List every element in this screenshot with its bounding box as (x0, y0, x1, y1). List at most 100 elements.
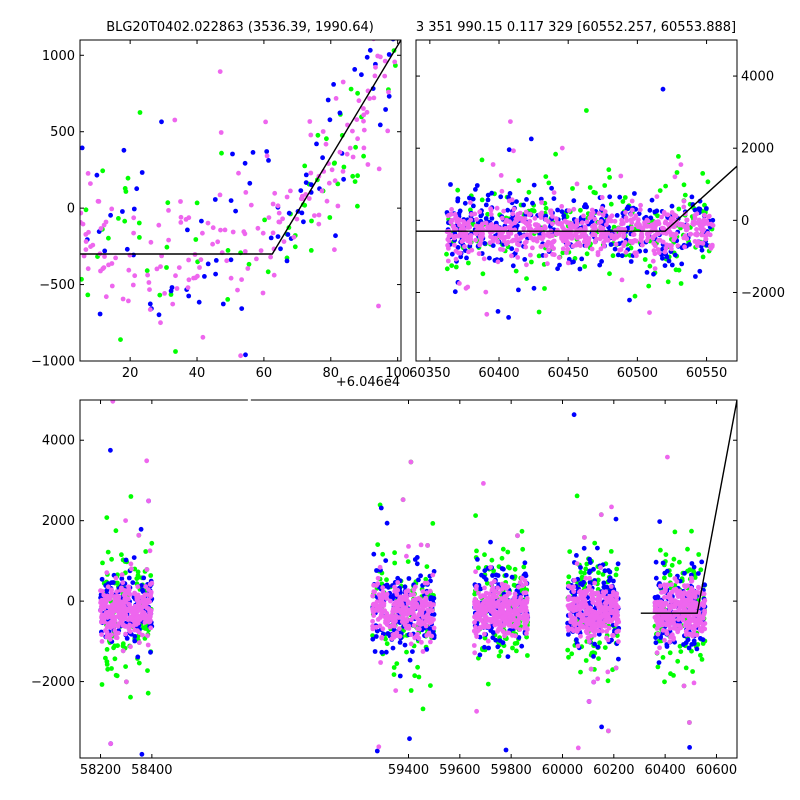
data-point-pink (517, 210, 523, 216)
data-point-blue (414, 561, 420, 567)
data-point-pink (657, 645, 662, 651)
data-point-pink (291, 234, 297, 240)
data-point-pink (477, 625, 483, 630)
data-point-pink (577, 589, 582, 595)
data-point-green (415, 664, 420, 670)
data-point-pink (136, 606, 142, 612)
data-point-pink (364, 109, 370, 115)
data-point-pink (616, 619, 622, 625)
data-point-green (391, 665, 397, 670)
data-point-pink (178, 214, 184, 220)
data-point-green (424, 564, 430, 569)
data-point-pink (528, 252, 533, 258)
data-point-blue (614, 213, 620, 218)
data-point-pink (610, 597, 615, 603)
data-point-green (392, 560, 398, 566)
data-point-pink (543, 217, 549, 222)
data-point-pink (539, 210, 545, 216)
data-point-pink (481, 610, 487, 616)
data-point-pink (682, 244, 687, 250)
data-point-green (526, 189, 532, 195)
data-point-pink (117, 608, 123, 613)
data-point-green (428, 683, 433, 688)
data-point-green (341, 164, 347, 170)
data-point-pink (370, 593, 376, 599)
data-point-pink (125, 298, 131, 304)
data-point-pink (621, 232, 627, 238)
data-point-green (655, 664, 661, 670)
data-point-green (262, 217, 267, 223)
data-point-green (112, 656, 118, 662)
y-tick-label: 2000 (42, 514, 75, 529)
data-point-pink (623, 210, 628, 215)
data-point-green (569, 651, 575, 657)
data-point-pink (678, 162, 684, 168)
data-point-pink (372, 589, 377, 595)
data-point-blue (462, 200, 468, 206)
data-point-blue (615, 561, 621, 567)
data-point-pink (490, 162, 496, 167)
data-point-blue (617, 194, 623, 200)
data-point-pink (319, 188, 325, 194)
data-point-blue (489, 216, 495, 221)
data-point-pink (392, 59, 398, 65)
data-point-green (480, 271, 486, 277)
data-point-pink (80, 221, 86, 227)
data-point-blue (672, 252, 678, 258)
data-point-blue (242, 160, 248, 166)
fit-line-season (416, 165, 737, 232)
data-point-pink (361, 112, 367, 118)
data-point-pink (483, 220, 489, 226)
data-point-pink (144, 567, 150, 572)
data-point-blue (687, 242, 692, 247)
data-point-pink (683, 227, 689, 233)
data-point-pink (602, 605, 608, 610)
data-point-green (123, 664, 128, 669)
data-point-blue (681, 642, 686, 647)
data-point-pink (241, 229, 247, 235)
data-point-pink (490, 238, 496, 244)
data-point-pink (98, 600, 103, 606)
data-point-pink (587, 584, 592, 590)
data-point-pink (514, 247, 520, 253)
data-point-pink (515, 255, 521, 260)
data-point-pink (508, 611, 513, 617)
data-point-green (137, 235, 142, 240)
data-point-pink (655, 247, 661, 252)
data-point-pink (104, 595, 110, 601)
data-point-pink (579, 605, 584, 611)
data-point-green (536, 253, 542, 259)
data-point-pink (685, 592, 690, 598)
data-point-pink (332, 178, 338, 184)
data-point-pink (574, 626, 579, 632)
data-point-pink (654, 650, 660, 656)
data-point-pink (112, 608, 118, 613)
data-point-pink (681, 204, 687, 210)
data-point-green (499, 555, 505, 561)
data-point-pink (629, 198, 635, 204)
data-point-pink (579, 220, 585, 226)
data-point-pink (589, 246, 595, 252)
data-point-blue (649, 197, 655, 203)
data-point-green (140, 625, 146, 631)
data-point-pink (370, 618, 375, 624)
data-point-blue (686, 645, 692, 651)
data-point-blue (275, 234, 281, 240)
data-point-green (164, 265, 169, 270)
data-point-green (632, 293, 638, 299)
data-point-green (455, 187, 461, 193)
data-point-pink (512, 606, 518, 612)
data-point-pink (452, 211, 458, 217)
data-point-green (513, 268, 519, 274)
data-point-pink (650, 258, 656, 264)
data-point-pink (375, 608, 381, 613)
data-point-pink (483, 617, 489, 623)
data-point-pink (587, 575, 592, 581)
data-point-blue (140, 587, 145, 593)
data-point-blue (314, 141, 319, 147)
data-point-blue (367, 47, 373, 53)
data-point-pink (132, 627, 138, 633)
data-point-green (246, 261, 252, 267)
data-point-blue (528, 136, 534, 142)
data-point-pink (146, 498, 152, 504)
